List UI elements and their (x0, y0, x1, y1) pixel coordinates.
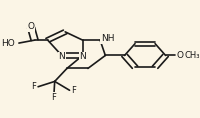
Text: NH: NH (101, 34, 114, 43)
Text: O: O (28, 22, 35, 31)
Text: F: F (71, 86, 76, 95)
Text: N: N (79, 52, 86, 61)
Text: N: N (58, 52, 65, 61)
Text: O: O (176, 51, 183, 60)
Text: F: F (31, 82, 36, 91)
Text: CH₃: CH₃ (185, 51, 200, 60)
Text: F: F (51, 93, 56, 102)
Text: HO: HO (1, 39, 15, 48)
